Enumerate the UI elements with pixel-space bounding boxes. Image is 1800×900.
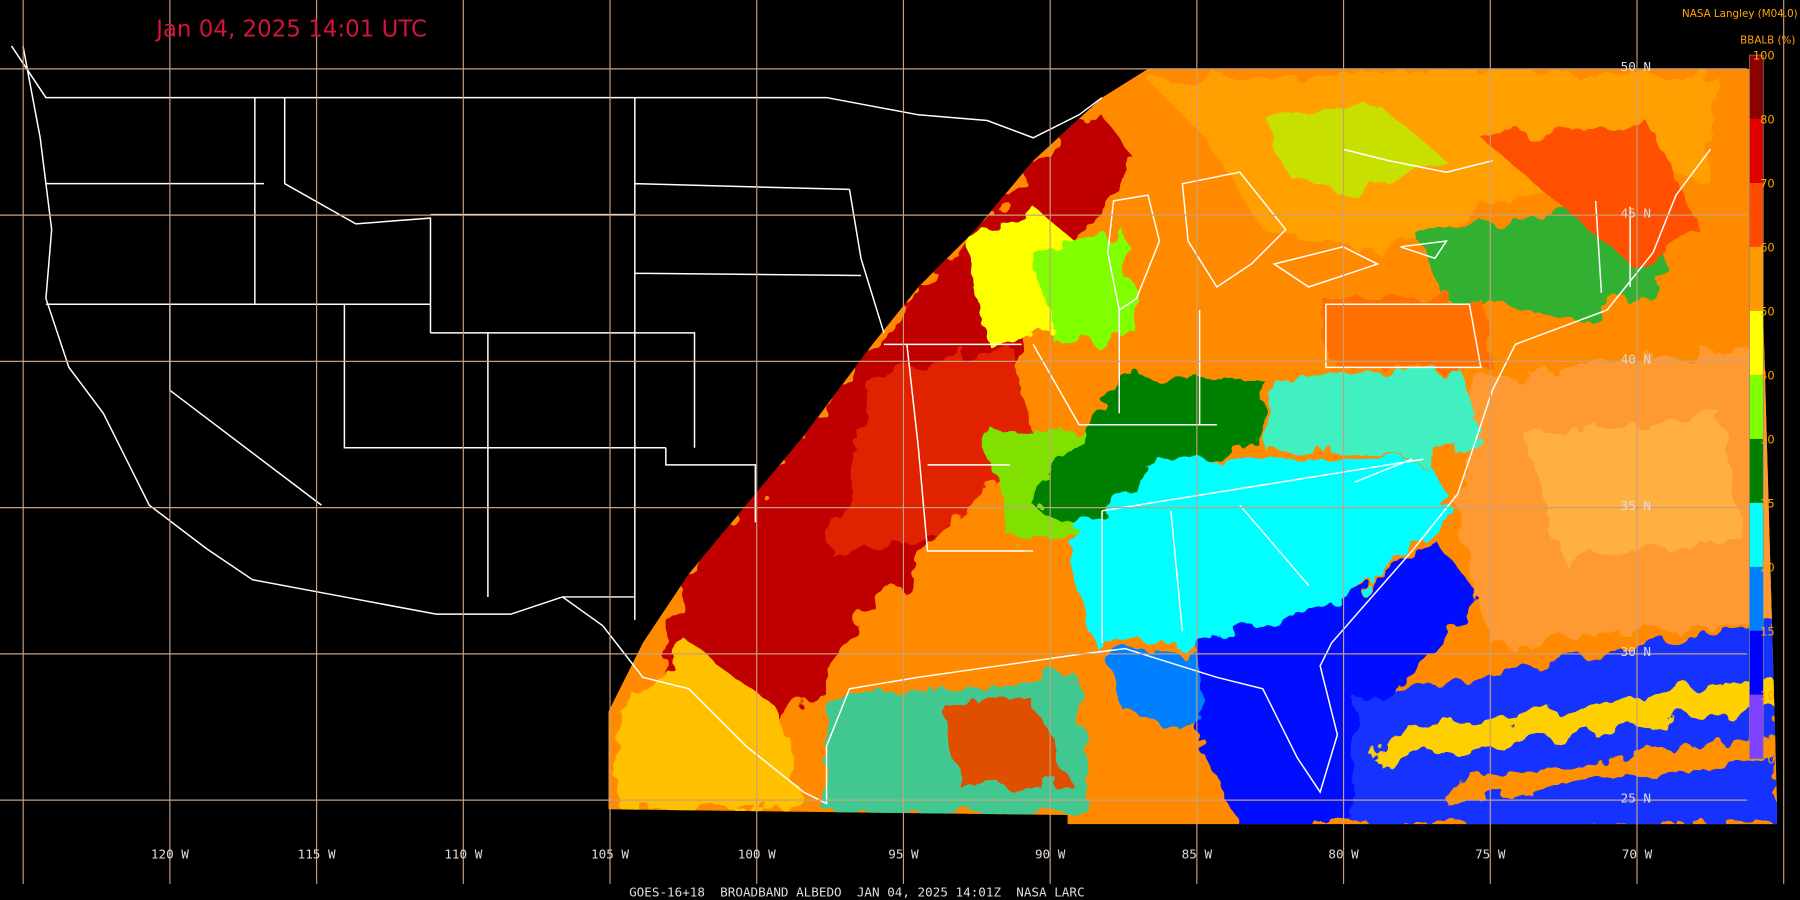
latitude-label: 40 N: [1621, 352, 1651, 367]
latitude-label: 50 N: [1621, 59, 1651, 74]
colorbar-segment: [1749, 310, 1764, 375]
longitude-label: 75 W: [1475, 847, 1506, 862]
region: [1526, 413, 1745, 563]
region: [1446, 734, 1778, 804]
region: [826, 344, 1034, 552]
colorbar-tick-label: 50: [1760, 305, 1775, 319]
region: [1033, 229, 1137, 345]
colorbar-segment: [1749, 502, 1764, 567]
colorbar-tick-label: 60: [1760, 241, 1775, 255]
colorbar-tick-label: 30: [1760, 433, 1775, 447]
region: [941, 700, 1068, 793]
latitude-label: 45 N: [1621, 205, 1651, 220]
colorbar-segment: [1749, 183, 1764, 248]
latitude-label: 30 N: [1621, 644, 1651, 659]
colorbar-tick-label: 100: [1753, 49, 1775, 63]
region: [619, 642, 804, 810]
caption: GOES-16+18 BROADBAND ALBEDO JAN 04, 2025…: [629, 885, 1085, 900]
colorbar-tick-label: 40: [1760, 369, 1775, 383]
colorbar-tick-label: 0: [1767, 752, 1774, 766]
title: Jan 04, 2025 14:01 UTC: [154, 17, 427, 43]
region: [1480, 126, 1699, 265]
longitude-label: 80 W: [1328, 847, 1359, 862]
latitude-label: 35 N: [1621, 498, 1651, 513]
colorbar-segment: [1749, 374, 1764, 439]
region: [1262, 367, 1493, 460]
colorbar-frame: [1749, 54, 1764, 760]
imagery-regions: [619, 68, 1778, 825]
colorbar-segment: [1749, 247, 1764, 311]
colorbar-title: BBALB (%): [1740, 35, 1795, 47]
colorbar-tick-label: 10: [1760, 688, 1775, 702]
longitude-label: 95 W: [888, 847, 919, 862]
colorbar-segment: [1749, 630, 1764, 695]
colorbar-tick-label: 15: [1760, 624, 1775, 638]
longitude-label: 70 W: [1622, 847, 1653, 862]
region: [1262, 103, 1447, 196]
longitude-label: 110 W: [444, 847, 482, 862]
colorbar-tick-label: 25: [1760, 497, 1775, 511]
region: [1067, 459, 1458, 643]
colorbar-segment: [1749, 566, 1764, 631]
state-lines: [45, 97, 1631, 643]
colorbar-tick-label: 70: [1760, 177, 1775, 191]
region: [1193, 539, 1481, 825]
latitude-label: 25 N: [1621, 790, 1651, 805]
longitude-label: 100 W: [738, 847, 776, 862]
colorbar-tick-label: 20: [1760, 560, 1775, 574]
longitude-label: 115 W: [298, 847, 336, 862]
colorbar-segment: [1749, 55, 1764, 120]
colorbar-segment: [1749, 438, 1764, 503]
region: [1033, 378, 1263, 540]
longitude-label: 85 W: [1182, 847, 1213, 862]
longitude-label: 90 W: [1035, 847, 1066, 862]
colorbar-tick-label: 80: [1760, 113, 1775, 127]
great-lakes: [1107, 171, 1448, 312]
colorbar-segment: [1749, 119, 1764, 184]
region: [1377, 677, 1778, 764]
boundaries: [10, 45, 1712, 805]
longitude-label: 105 W: [591, 847, 629, 862]
region: [1320, 298, 1493, 368]
coastline-border: [10, 45, 1712, 805]
graticule: 120 W 115 W 110 W 105 W 100 W 95 W 90 W 85 W 80 …: [0, 0, 1785, 884]
credit: NASA Langley (M04.0): [1682, 8, 1798, 20]
longitude-label: 120 W: [151, 847, 189, 862]
colorbar-segment: [1749, 694, 1764, 759]
